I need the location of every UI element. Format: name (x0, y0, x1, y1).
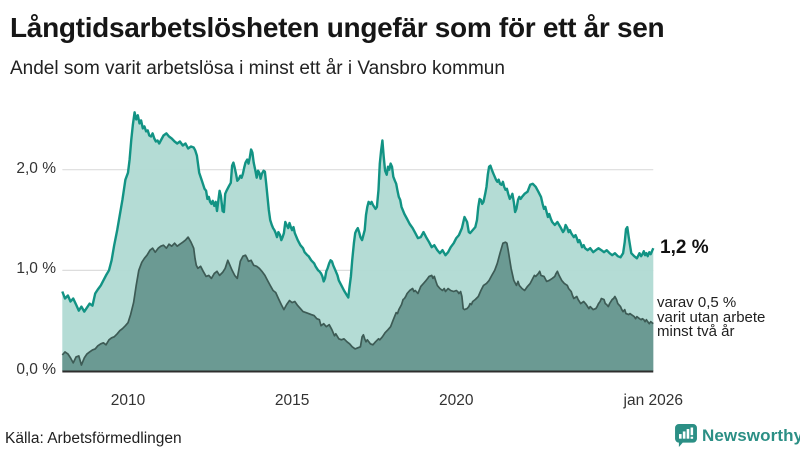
annotation-line-1: varav 0,5 % (657, 294, 737, 311)
secondary-series-annotation: varav 0,5 % varit utan arbete minst två … (657, 294, 766, 340)
x-axis-tick-label: 2010 (110, 392, 146, 409)
newsworthy-logo-icon (675, 424, 697, 447)
page-title: Långtidsarbetslösheten ungefär som för e… (10, 12, 665, 43)
newsworthy-brand: Newsworthy (675, 424, 800, 447)
minst-tva-ar-area (62, 237, 654, 371)
x-axis-tick-label: 2015 (274, 392, 310, 409)
x-axis-tick-label: jan 2026 (623, 392, 684, 409)
series-areas (61, 111, 655, 372)
chart-subtitle: Andel som varit arbetslösa i minst ett å… (10, 58, 505, 79)
annotation-line-2: varit utan arbete (657, 308, 766, 326)
annotation-line-3: minst två år (657, 323, 735, 340)
y-axis-tick-label: 1,0 % (16, 260, 56, 278)
latest-value-label: 1,2 % (660, 237, 709, 258)
x-axis-tick-label: 2020 (439, 392, 474, 409)
y-axis-tick-label: 0,0 % (16, 361, 56, 378)
source-credit: Källa: Arbetsförmedlingen (5, 430, 182, 447)
minst-tva-ar-line (61, 236, 654, 366)
y-axis-tick-label: 2,0 % (16, 159, 56, 177)
newsworthy-wordmark: Newsworthy (702, 425, 800, 445)
minst-ett-ar-line (61, 111, 655, 313)
